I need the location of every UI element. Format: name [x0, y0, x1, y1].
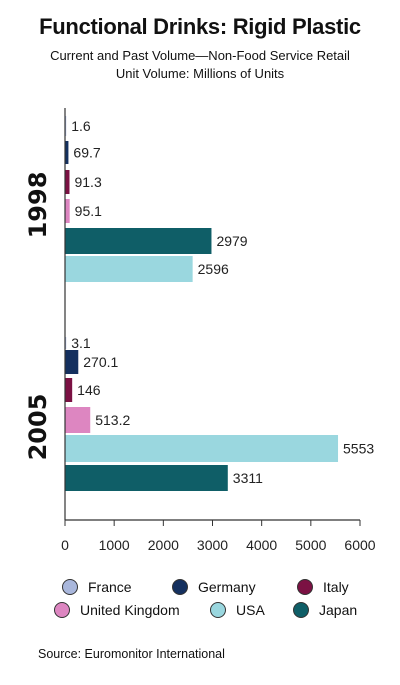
bar-2005-united-kingdom [65, 407, 91, 433]
legend-label-france: France [88, 579, 132, 595]
legend-label-japan: Japan [319, 602, 358, 618]
legend-label-usa: USA [236, 602, 265, 618]
x-tick-label-3000: 3000 [197, 537, 228, 553]
legend-swatch-japan [293, 602, 309, 618]
bar-2005-germany [65, 350, 79, 374]
x-tick-label-2000: 2000 [148, 537, 179, 553]
source-note: Source: Euromonitor International [38, 647, 225, 661]
group-label-2005: 2005 [24, 394, 52, 461]
bar-2005-italy [65, 378, 73, 402]
data-label-2005-japan: 3311 [233, 470, 263, 486]
group-label-1998: 1998 [24, 172, 52, 239]
legend-label-united-kingdom: United Kingdom [80, 602, 180, 618]
legend-swatch-germany [172, 579, 188, 595]
bar-1998-japan [65, 228, 212, 254]
legend-swatch-italy [297, 579, 313, 595]
x-tick-label-4000: 4000 [246, 537, 277, 553]
x-tick-label-5000: 5000 [295, 537, 326, 553]
data-label-1998-italy: 91.3 [74, 174, 101, 190]
x-tick-label-1000: 1000 [99, 537, 130, 553]
legend-item-united-kingdom: United Kingdom [54, 602, 180, 618]
legend-swatch-france [62, 579, 78, 595]
data-label-2005-france: 3.1 [71, 335, 91, 351]
chart-subtitle: Current and Past Volume—Non-Food Service… [50, 48, 350, 63]
data-label-1998-germany: 69.7 [73, 145, 100, 161]
bar-1998-united-kingdom [65, 199, 70, 223]
legend-item-france: France [62, 579, 132, 595]
data-label-1998-usa: 2596 [198, 261, 229, 277]
legend-item-japan: Japan [293, 602, 357, 618]
bar-2005-japan [65, 465, 228, 491]
bar-1998-italy [65, 170, 70, 194]
legend-swatch-usa [210, 602, 226, 618]
chart-title: Functional Drinks: Rigid Plastic [39, 14, 361, 39]
data-label-1998-france: 1.6 [71, 118, 91, 134]
data-label-1998-united-kingdom: 95.1 [75, 203, 102, 219]
data-label-2005-italy: 146 [77, 382, 101, 398]
legend-swatch-united-kingdom [54, 602, 70, 618]
x-tick-label-6000: 6000 [344, 537, 375, 553]
x-tick-label-0: 0 [61, 537, 69, 553]
bar-chart: 1.6 69.7 91.3 95.1 2979 2596 1998 3.1 270.1 146 51… [24, 108, 376, 553]
data-label-2005-united-kingdom: 513.2 [95, 412, 130, 428]
legend-item-italy: Italy [297, 579, 349, 595]
legend-label-italy: Italy [323, 579, 349, 595]
legend-label-germany: Germany [198, 579, 256, 595]
data-label-2005-usa: 5553 [343, 441, 374, 457]
data-label-1998-japan: 2979 [216, 233, 247, 249]
data-label-2005-germany: 270.1 [83, 354, 118, 370]
legend-item-germany: Germany [172, 579, 256, 595]
bar-2005-usa [65, 435, 339, 462]
chart-unit-label: Unit Volume: Millions of Units [115, 66, 285, 81]
bar-1998-germany [65, 141, 69, 164]
legend-item-usa: USA [210, 602, 265, 618]
bar-1998-usa [65, 256, 193, 282]
